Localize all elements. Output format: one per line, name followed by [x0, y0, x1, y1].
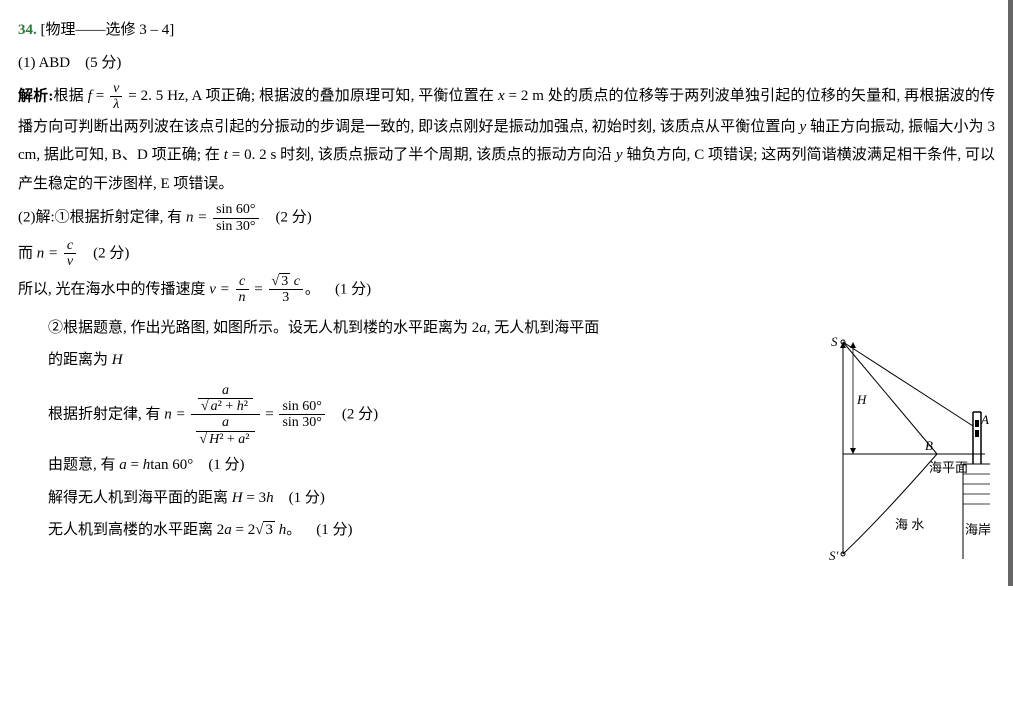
label-sea-surface: 海平面 — [929, 460, 968, 475]
label-S: S — [831, 334, 838, 349]
step7-score: (1 分) — [289, 490, 325, 506]
eq5-rhsfrac: sin 60° sin 30° — [279, 399, 324, 431]
analysis-text: 根据 f = vλ = 2. 5 Hz, A 项正确; 根据波的叠加原理可知, … — [18, 88, 995, 191]
eq1-lhs: n = — [186, 210, 207, 226]
eq3-lhs: v = — [209, 281, 230, 297]
step4-line1: ②根据题意, 作出光路图, 如图所示。设无人机到楼的水平距离为 2a, 无人机到… — [48, 320, 599, 336]
step2-score: (2 分) — [93, 245, 129, 261]
label-H: H — [856, 392, 867, 407]
part1-label: (1) — [18, 55, 36, 71]
eq3a-frac: c n — [236, 274, 249, 306]
part1-score: (5 分) — [85, 55, 121, 71]
label-shore: 海岸 — [965, 522, 991, 537]
step3-prefix: 所以, 光在海水中的传播速度 — [18, 281, 209, 297]
eq1-frac: sin 60° sin 30° — [213, 202, 258, 234]
eq2-lhs: n = — [37, 245, 58, 261]
scrollbar-edge[interactable] — [1008, 0, 1013, 586]
eq5-lhs: n = — [164, 406, 185, 422]
step6: 由题意, 有 a = htan 60° — [48, 457, 193, 473]
eq2-frac: c v — [64, 238, 76, 270]
analysis-label: 解析: — [18, 88, 53, 104]
step3-suffix: 。 — [305, 281, 320, 297]
label-seawater: 海 水 — [895, 517, 924, 532]
step5-prefix: 根据折射定律, 有 — [48, 406, 164, 422]
part2-label: (2)解: — [18, 210, 55, 226]
eq5-bigfrac: a a² + h² a H² + a² — [191, 383, 259, 448]
step3-score: (1 分) — [335, 281, 371, 297]
step2-prefix: 而 — [18, 245, 37, 261]
step4-line2: 的距离为 H — [48, 352, 123, 368]
light-path-diagram: S S′ A B H 海平面 海 水 海岸 — [825, 334, 995, 564]
question-title: [物理——选修 3 – 4] — [41, 22, 175, 38]
label-Sp: S′ — [829, 548, 839, 563]
step6-score: (1 分) — [208, 457, 244, 473]
step5-score: (2 分) — [342, 406, 378, 422]
step8: 无人机到高楼的水平距离 2a = 23 h。 — [48, 521, 301, 538]
eq3b-frac: 3 c 3 — [269, 274, 303, 306]
part1-answer: ABD — [38, 55, 70, 71]
label-B: B — [925, 438, 933, 453]
step7: 解得无人机到海平面的距离 H = 3h — [48, 490, 274, 506]
label-A: A — [980, 412, 989, 427]
step1-score: (2 分) — [276, 210, 312, 226]
question-number: 34. — [18, 22, 37, 38]
step1-prefix: ①根据折射定律, 有 — [55, 210, 186, 226]
step8-score: (1 分) — [316, 522, 352, 538]
